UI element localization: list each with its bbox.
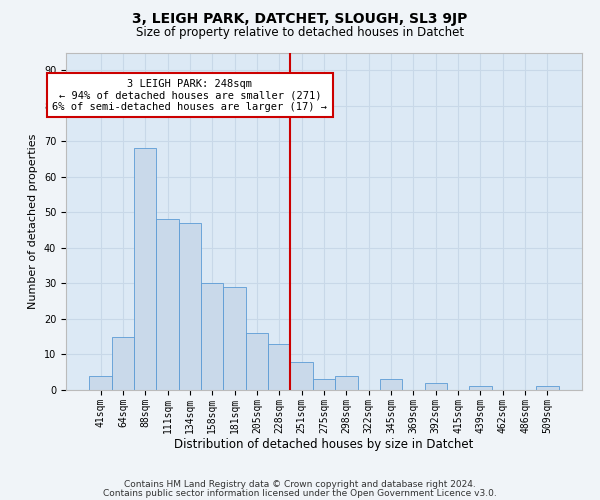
Bar bbox=[134, 148, 157, 390]
Bar bbox=[246, 333, 268, 390]
Bar bbox=[157, 220, 179, 390]
Bar bbox=[290, 362, 313, 390]
Y-axis label: Number of detached properties: Number of detached properties bbox=[28, 134, 38, 309]
X-axis label: Distribution of detached houses by size in Datchet: Distribution of detached houses by size … bbox=[175, 438, 473, 452]
Bar bbox=[223, 287, 246, 390]
Text: Size of property relative to detached houses in Datchet: Size of property relative to detached ho… bbox=[136, 26, 464, 39]
Text: Contains HM Land Registry data © Crown copyright and database right 2024.: Contains HM Land Registry data © Crown c… bbox=[124, 480, 476, 489]
Bar bbox=[380, 380, 402, 390]
Bar bbox=[469, 386, 491, 390]
Text: 3 LEIGH PARK: 248sqm
← 94% of detached houses are smaller (271)
6% of semi-detac: 3 LEIGH PARK: 248sqm ← 94% of detached h… bbox=[52, 78, 328, 112]
Bar bbox=[268, 344, 290, 390]
Bar bbox=[89, 376, 112, 390]
Bar bbox=[335, 376, 358, 390]
Bar bbox=[313, 380, 335, 390]
Bar bbox=[179, 223, 201, 390]
Bar bbox=[425, 383, 447, 390]
Text: 3, LEIGH PARK, DATCHET, SLOUGH, SL3 9JP: 3, LEIGH PARK, DATCHET, SLOUGH, SL3 9JP bbox=[133, 12, 467, 26]
Bar bbox=[536, 386, 559, 390]
Bar bbox=[201, 284, 223, 390]
Text: Contains public sector information licensed under the Open Government Licence v3: Contains public sector information licen… bbox=[103, 489, 497, 498]
Bar bbox=[112, 336, 134, 390]
